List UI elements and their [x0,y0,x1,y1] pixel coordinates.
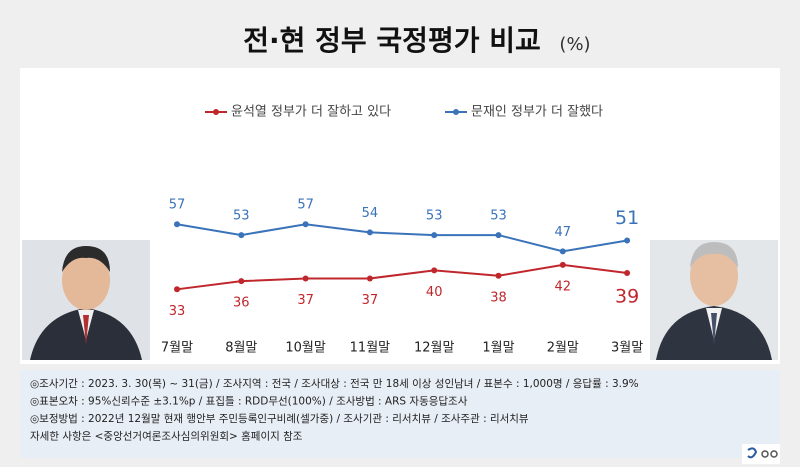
point [559,248,566,255]
data-label: 37 [297,293,314,308]
logo [742,444,780,464]
point [431,267,438,274]
note: 자세한 사항은 <중앙선거여론조사심의위원회> 홈페이지 참조 [30,430,303,443]
legend-label: 문재인 정부가 더 잘했다 [471,104,603,120]
unit: (%) [559,34,590,55]
x-tick-label: 1월말 [482,341,514,356]
point [495,232,502,239]
point [366,275,373,282]
data-label: 36 [233,296,250,311]
x-tick-label: 3월말 [611,341,643,356]
note: ◎보정방법 : 2022년 12월말 현재 행안부 주민등록인구비례(셀가중) … [30,413,529,425]
data-label: 42 [555,279,572,294]
data-label: 38 [490,290,507,305]
series-line [176,263,628,291]
data-label: 47 [555,225,572,240]
point [559,261,566,268]
data-label: 37 [362,293,379,308]
legend-label: 윤석열 정부가 더 잘하고 있다 [231,105,391,120]
data-label: 51 [615,207,639,229]
data-label: 53 [426,209,443,224]
point [624,270,631,277]
data-label: 39 [615,286,639,308]
point [431,232,438,239]
data-label: 53 [233,209,250,224]
x-tick-label: 7월말 [161,341,193,356]
portrait-left [22,240,150,360]
x-tick-label: 2월말 [547,341,579,356]
point [238,278,245,285]
point [302,221,309,228]
point [174,221,180,228]
data-label: 33 [169,304,186,319]
legend-marker [213,109,219,115]
series-line [176,223,628,253]
point [366,229,373,236]
point [624,237,631,244]
notes-panel [20,370,780,458]
x-tick-label: 8월말 [225,341,257,356]
note: ◎표본오차 : 95%신뢰수준 ±3.1%p / 표집틀 : RDD무선(100… [30,396,468,408]
data-label: 54 [362,206,379,221]
data-label: 57 [297,198,314,213]
data-label: 53 [490,209,507,224]
chart-title: 전·현 정부 국정평가 비교 [243,24,540,57]
note: ◎조사기간 : 2023. 3. 30(목) ~ 31(금) / 조사지역 : … [30,378,639,390]
data-label: 40 [426,285,443,300]
data-label: 57 [169,198,186,213]
x-tick-label: 12월말 [414,341,455,356]
portrait-right [650,240,778,360]
x-tick-label: 11월말 [350,341,391,356]
legend-marker [453,109,459,115]
x-tick-label: 10월말 [285,341,326,356]
point [174,286,180,293]
point [302,275,309,282]
point [495,272,502,279]
point [238,232,245,239]
